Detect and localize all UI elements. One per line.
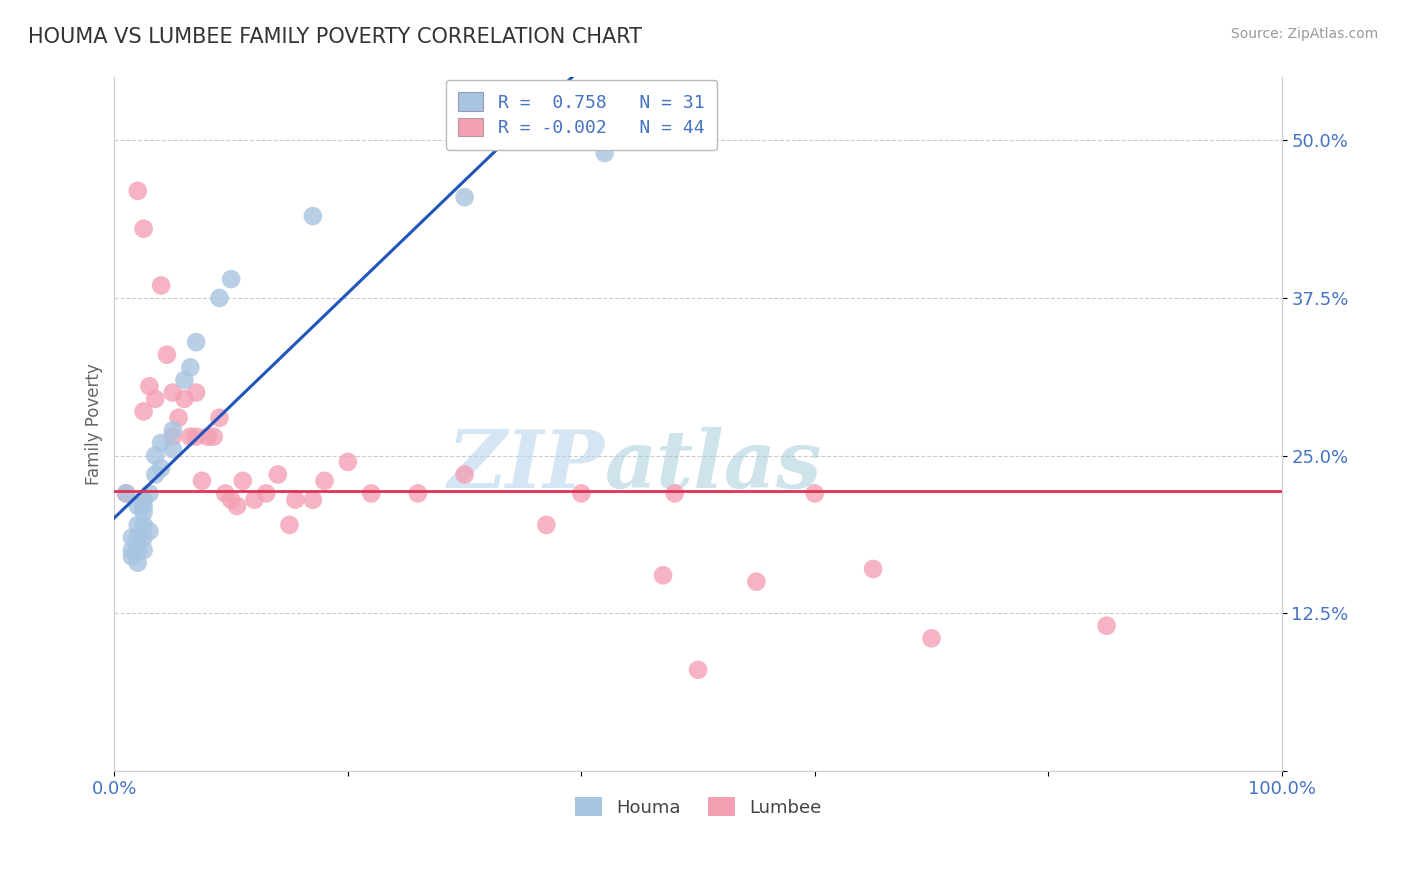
Point (336, 455, 359, 469)
Point (232, 474, 254, 488)
Point (184, 335, 207, 350)
Point (156, 348, 179, 362)
Point (162, 385, 184, 400)
Text: ZIP: ZIP (447, 427, 605, 504)
Point (138, 524, 160, 539)
Point (569, 486, 592, 500)
Point (162, 423, 184, 437)
Point (278, 517, 301, 532)
Point (167, 410, 190, 425)
Point (314, 474, 336, 488)
Point (127, 517, 149, 532)
Point (664, 486, 686, 500)
Point (132, 499, 155, 513)
Text: HOUMA VS LUMBEE FAMILY POVERTY CORRELATION CHART: HOUMA VS LUMBEE FAMILY POVERTY CORRELATI… (28, 27, 643, 46)
Point (862, 562, 884, 576)
Point (179, 360, 201, 375)
Point (267, 467, 290, 482)
Point (150, 278, 173, 293)
Point (243, 492, 266, 507)
Point (686, 663, 709, 677)
Point (127, 531, 149, 545)
Y-axis label: Family Poverty: Family Poverty (86, 363, 103, 485)
Text: Source: ZipAtlas.com: Source: ZipAtlas.com (1230, 27, 1378, 41)
Point (127, 184, 149, 198)
Point (536, 517, 558, 532)
Point (127, 543, 149, 558)
Point (132, 492, 155, 507)
Point (406, 486, 429, 500)
Text: atlas: atlas (605, 427, 823, 504)
Point (115, 486, 138, 500)
Point (284, 492, 307, 507)
Point (453, 190, 475, 204)
Point (254, 486, 277, 500)
Point (143, 449, 166, 463)
Point (132, 221, 155, 235)
Point (302, 209, 325, 223)
Point (132, 404, 155, 418)
Point (921, 632, 943, 646)
Point (132, 543, 155, 558)
Point (214, 486, 236, 500)
Point (150, 461, 173, 475)
Point (132, 517, 155, 532)
Point (184, 385, 207, 400)
Point (138, 379, 160, 393)
Point (143, 392, 166, 406)
Point (302, 492, 325, 507)
Point (127, 556, 149, 570)
Point (121, 531, 143, 545)
Point (162, 442, 184, 457)
Point (197, 430, 219, 444)
Point (179, 430, 201, 444)
Point (184, 430, 207, 444)
Point (804, 486, 827, 500)
Point (191, 474, 214, 488)
Point (143, 467, 166, 482)
Point (162, 430, 184, 444)
Point (121, 543, 143, 558)
Point (173, 373, 195, 387)
Point (208, 291, 231, 305)
Point (360, 486, 382, 500)
Point (115, 486, 138, 500)
Point (652, 568, 675, 582)
Point (593, 146, 616, 161)
Point (173, 392, 195, 406)
Point (453, 467, 475, 482)
Point (138, 486, 160, 500)
Point (150, 436, 173, 450)
Point (127, 499, 149, 513)
Point (132, 531, 155, 545)
Legend: Houma, Lumbee: Houma, Lumbee (568, 790, 828, 824)
Point (219, 492, 242, 507)
Point (1095, 619, 1118, 633)
Point (226, 499, 249, 513)
Point (208, 410, 231, 425)
Point (202, 430, 225, 444)
Point (132, 505, 155, 519)
Point (745, 574, 768, 589)
Point (219, 272, 242, 286)
Point (121, 549, 143, 564)
